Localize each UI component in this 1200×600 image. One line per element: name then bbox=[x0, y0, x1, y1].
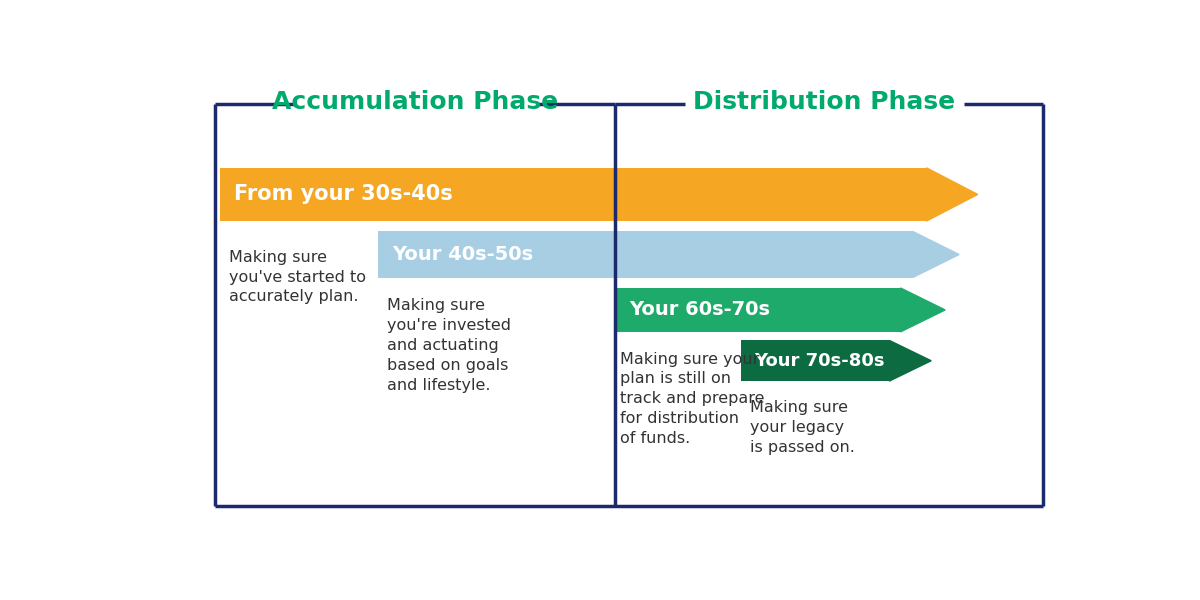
Polygon shape bbox=[900, 288, 946, 332]
Text: Making sure
you're invested
and actuating
based on goals
and lifestyle.: Making sure you're invested and actuatin… bbox=[388, 298, 511, 392]
Text: Accumulation Phase: Accumulation Phase bbox=[272, 90, 558, 114]
Text: Your 40s-50s: Your 40s-50s bbox=[391, 245, 533, 264]
Bar bbox=[616, 288, 900, 332]
Bar bbox=[378, 232, 913, 278]
Bar bbox=[740, 340, 889, 381]
Text: Your 70s-80s: Your 70s-80s bbox=[755, 352, 886, 370]
Text: Your 60s-70s: Your 60s-70s bbox=[629, 301, 770, 319]
Text: Making sure
your legacy
is passed on.: Making sure your legacy is passed on. bbox=[750, 400, 854, 455]
Polygon shape bbox=[926, 168, 978, 221]
Text: From your 30s-40s: From your 30s-40s bbox=[234, 184, 452, 205]
Polygon shape bbox=[889, 340, 931, 381]
Bar bbox=[220, 168, 926, 221]
Text: Making sure your
plan is still on
track and prepare
for distribution
of funds.: Making sure your plan is still on track … bbox=[619, 352, 764, 446]
Text: Distribution Phase: Distribution Phase bbox=[694, 90, 955, 114]
Text: Making sure
you've started to
accurately plan.: Making sure you've started to accurately… bbox=[229, 250, 366, 304]
Polygon shape bbox=[912, 232, 959, 278]
